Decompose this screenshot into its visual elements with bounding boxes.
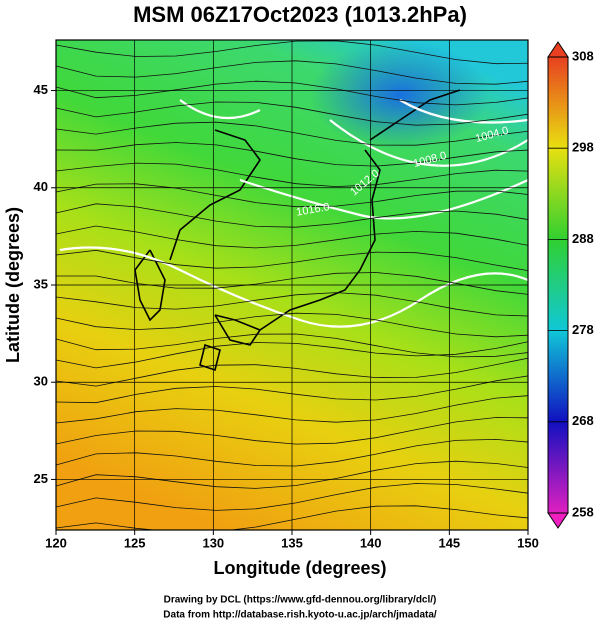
coastline <box>134 89 461 372</box>
colorbar-min-arrow <box>547 512 569 529</box>
streamline <box>56 121 528 146</box>
colorbar-tick-label: 308 <box>572 48 594 63</box>
x-tick-label: 135 <box>281 535 303 550</box>
streamline <box>56 203 528 228</box>
streamline <box>56 101 528 126</box>
streamline <box>56 292 528 317</box>
x-tick-label: 130 <box>202 535 224 550</box>
streamline <box>56 249 528 272</box>
isobars <box>59 99 528 328</box>
streamline <box>56 357 528 387</box>
isobar-label: 1016.0 <box>295 201 330 219</box>
x-tick-label: 140 <box>360 535 382 550</box>
streamline <box>56 333 528 358</box>
y-axis-label: Latitude (degrees) <box>3 207 23 363</box>
streamline <box>56 162 528 188</box>
streamline <box>56 341 528 369</box>
colorbar-tick-label: 268 <box>572 413 594 428</box>
footer-line: Data from http://database.rish.kyoto-u.a… <box>163 610 437 621</box>
x-tick-label: 120 <box>45 535 67 550</box>
x-tick-label: 125 <box>124 535 146 550</box>
streamline <box>56 505 528 530</box>
y-tick-label: 25 <box>34 471 48 486</box>
streamline <box>56 375 528 404</box>
streamline <box>56 272 528 295</box>
colorbar-tick-label: 298 <box>572 140 594 155</box>
colorbar-max-arrow <box>547 41 569 58</box>
streamline <box>56 312 528 338</box>
streamline <box>56 438 528 467</box>
y-tick-label: 35 <box>34 276 48 291</box>
title: MSM 06Z17Oct2023 (1013.2hPa) <box>133 2 467 27</box>
y-tick-label: 40 <box>34 179 48 194</box>
colorbar-tick-label: 278 <box>572 322 594 337</box>
cold-region <box>310 40 490 150</box>
streamlines <box>56 40 528 530</box>
x-tick-label: 150 <box>517 535 539 550</box>
streamline <box>56 142 528 167</box>
colorbar-tick-label: 288 <box>572 231 594 246</box>
streamline <box>56 80 528 106</box>
streamline <box>56 417 528 445</box>
y-tick-label: 30 <box>34 374 48 389</box>
streamline <box>56 60 528 85</box>
footer-line: Drawing by DCL (https://www.gfd-dennou.o… <box>164 595 437 606</box>
streamline <box>56 460 528 489</box>
y-tick-label: 45 <box>34 82 48 97</box>
streamline <box>56 483 528 511</box>
colorbar <box>547 56 569 514</box>
streamline <box>56 225 528 249</box>
streamline <box>56 40 528 65</box>
x-axis-label: Longitude (degrees) <box>213 558 386 578</box>
x-tick-label: 145 <box>438 535 460 550</box>
streamline <box>56 395 528 424</box>
streamline <box>56 183 528 208</box>
colorbar-tick-label: 258 <box>572 504 594 519</box>
